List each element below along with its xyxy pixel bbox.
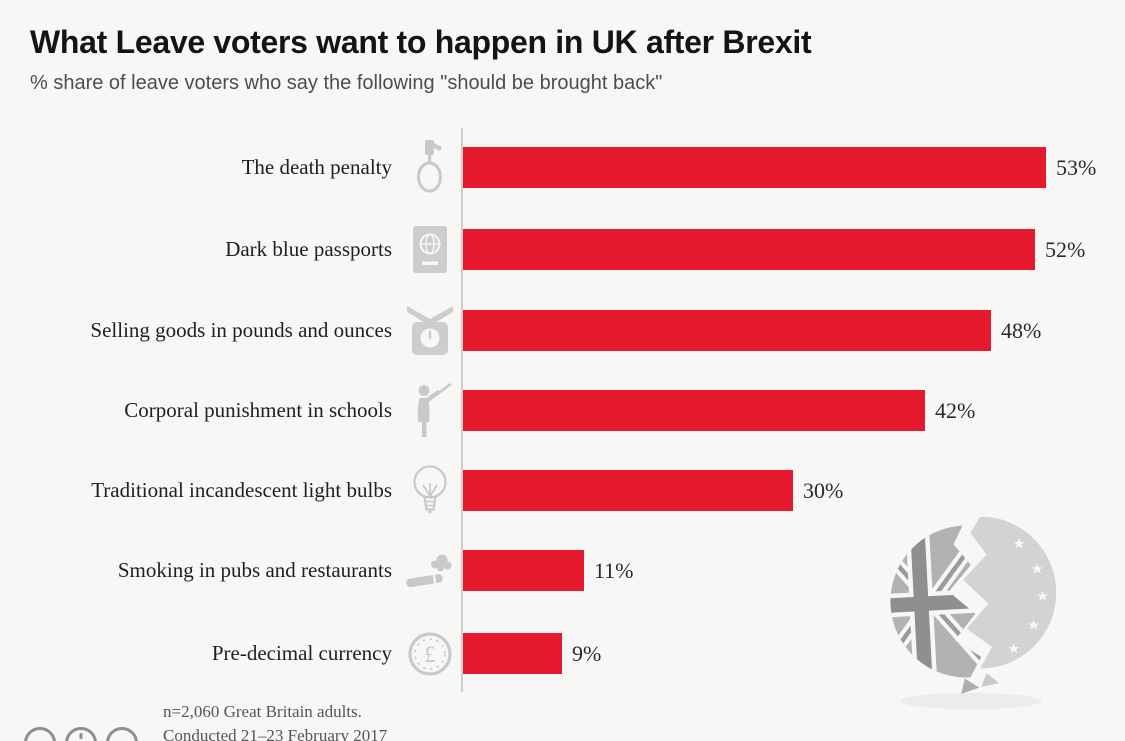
teacher-with-cane-icon: [401, 380, 459, 442]
pound-coin-icon: £: [401, 623, 459, 685]
bar: [463, 633, 562, 674]
attribution-icon[interactable]: [65, 727, 97, 741]
bar: [463, 390, 925, 431]
value-label: 53%: [1056, 154, 1097, 180]
category-label: Smoking in pubs and restaurants: [117, 558, 392, 582]
bar: [463, 229, 1035, 270]
noose-icon: [401, 137, 459, 199]
chart-row: Dark blue passports 52%: [0, 225, 1125, 273]
category-label: The death penalty: [241, 155, 392, 179]
category-label: Pre-decimal currency: [211, 641, 392, 665]
circle-icon[interactable]: [106, 727, 138, 741]
value-label: 9%: [572, 640, 602, 666]
chart-row: Corporal punishment in schools 42%: [0, 382, 1125, 437]
svg-text:£: £: [424, 642, 436, 667]
value-label: 11%: [594, 557, 634, 583]
chart-row: Selling goods in pounds and ounces 48%: [0, 305, 1125, 355]
chart-row: Pre-decimal currency £ 9%: [0, 631, 1125, 676]
chart-row: Smoking in pubs and restaurants: [0, 550, 1125, 591]
chart-row: The death penalty 53%: [0, 139, 1125, 192]
light-bulb-icon: [401, 460, 459, 522]
sample-note: n=2,060 Great Britain adults.: [163, 702, 362, 721]
category-label: Selling goods in pounds and ounces: [90, 318, 392, 342]
category-label: Traditional incandescent light bulbs: [91, 478, 392, 502]
bar: [463, 310, 991, 351]
category-label: Dark blue passports: [225, 237, 392, 261]
broken-uk-eu-circle-graphic: [878, 500, 1068, 725]
value-label: 48%: [1001, 317, 1042, 343]
value-label: 30%: [803, 477, 844, 503]
bar: [463, 470, 793, 511]
value-label: 42%: [935, 397, 976, 423]
cigarette-icon: [401, 540, 459, 602]
page-subtitle: % share of leave voters who say the foll…: [30, 72, 663, 94]
passport-icon: [401, 219, 459, 281]
y-axis-line: [461, 128, 463, 692]
chart-row: Traditional incandescent light bulbs 30%: [0, 464, 1125, 513]
bar: [463, 550, 584, 591]
value-label: 52%: [1045, 236, 1086, 262]
weighing-scale-icon: [401, 300, 459, 362]
survey-date-note: Conducted 21–23 February 2017: [163, 726, 388, 741]
page-title: What Leave voters want to happen in UK a…: [30, 24, 812, 60]
cc-license-icons[interactable]: [24, 727, 138, 741]
bar: [463, 147, 1046, 188]
cc-icon[interactable]: [24, 727, 56, 741]
category-label: Corporal punishment in schools: [124, 398, 392, 422]
